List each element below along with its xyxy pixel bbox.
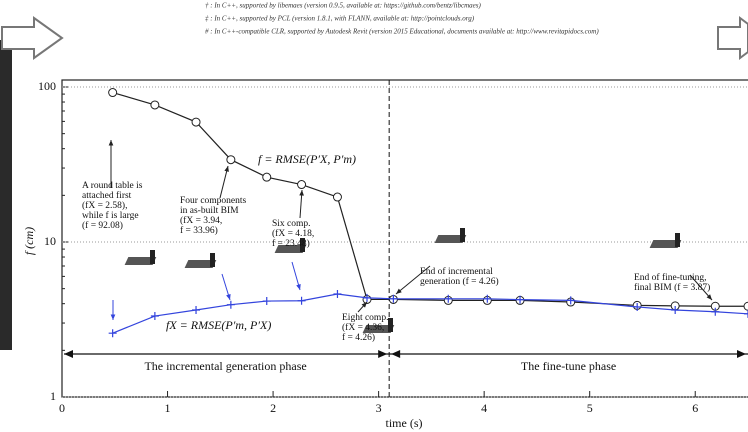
data-point [151,312,159,320]
annotation: (fX = 2.58), [82,200,127,211]
x-axis-title: time (s) [386,416,423,430]
x-tick-label: 5 [587,401,593,415]
annotation: f = 4.26) [342,332,375,343]
annotation: A round table is [82,181,143,191]
x-tick-label: 2 [270,401,276,415]
annotation: Eight comp. [342,313,388,323]
phase-arrowhead [378,350,387,358]
data-point [263,173,271,181]
phase-label: The fine-tune phase [521,359,616,373]
furniture-icon [388,318,393,332]
series-label: f = RMSE(P′X, P′m) [258,152,356,166]
annotation: (fX = 4.36, [342,322,384,333]
annotation-arrowhead [299,190,304,196]
data-point [298,181,306,189]
x-tick-label: 0 [59,401,65,415]
phase-arrowhead [737,350,746,358]
annotation: (fX = 4.18, [272,228,314,239]
x-tick-label: 6 [692,401,698,415]
annotation-arrowhead [226,294,230,300]
chart: † : In C++, supported by libemaes (versi… [0,0,748,432]
annotation: while f is large [82,210,139,221]
annotation: final BIM (f = 3.87) [634,282,710,293]
series-label: fX = RMSE(P′m, P′X) [166,318,271,332]
annotation: f = 23.48) [272,238,310,249]
y-axis-title: f (cm) [22,227,36,255]
data-point [109,329,117,337]
data-point [227,156,235,164]
data-point [333,193,341,201]
data-point [227,301,235,309]
annotation: generation (f = 4.26) [420,276,499,287]
footnote: ‡ : In C++, supported by PCL (version 1.… [205,15,475,23]
y-tick-label: 100 [38,79,56,93]
furniture-icon [210,253,215,267]
annotation: in as-built BIM [180,206,239,216]
x-tick-label: 1 [165,401,171,415]
data-point [744,302,748,310]
furniture-icon [460,228,465,242]
nav-arrow [718,18,748,58]
furniture-icon [675,233,680,247]
annotation: (f = 92.08) [82,220,123,231]
data-point [744,310,748,318]
annotation: (fX = 3.94, [180,215,222,226]
phase-arrowhead [64,350,73,358]
annotation: End of incremental [420,266,493,277]
data-point [298,297,306,305]
plot-frame [62,80,748,397]
y-tick-label: 10 [44,234,56,248]
data-point [263,297,271,305]
annotation-arrowhead [111,314,116,320]
phase-label: The incremental generation phase [144,359,306,373]
data-point [333,290,341,298]
annotation: attached first [82,190,132,201]
phase-arrowhead [391,350,400,358]
x-tick-label: 4 [481,401,487,415]
data-point [192,306,200,314]
footnote: † : In C++, supported by libemaes (versi… [205,2,481,10]
data-point [151,101,159,109]
y-tick-label: 1 [50,389,56,403]
annotation-arrowhead [296,284,300,290]
side-strip [0,40,12,350]
data-point [192,118,200,126]
footnote: # : In C++-compatible CLR, supported by … [205,28,599,36]
furniture-icon [150,250,155,264]
annotation: f = 33.96) [180,225,218,236]
x-tick-label: 3 [376,401,382,415]
annotation-arrowhead [109,140,114,146]
annotation: Six comp. [272,219,311,229]
data-point [109,89,117,97]
annotation: Four components [180,196,247,206]
